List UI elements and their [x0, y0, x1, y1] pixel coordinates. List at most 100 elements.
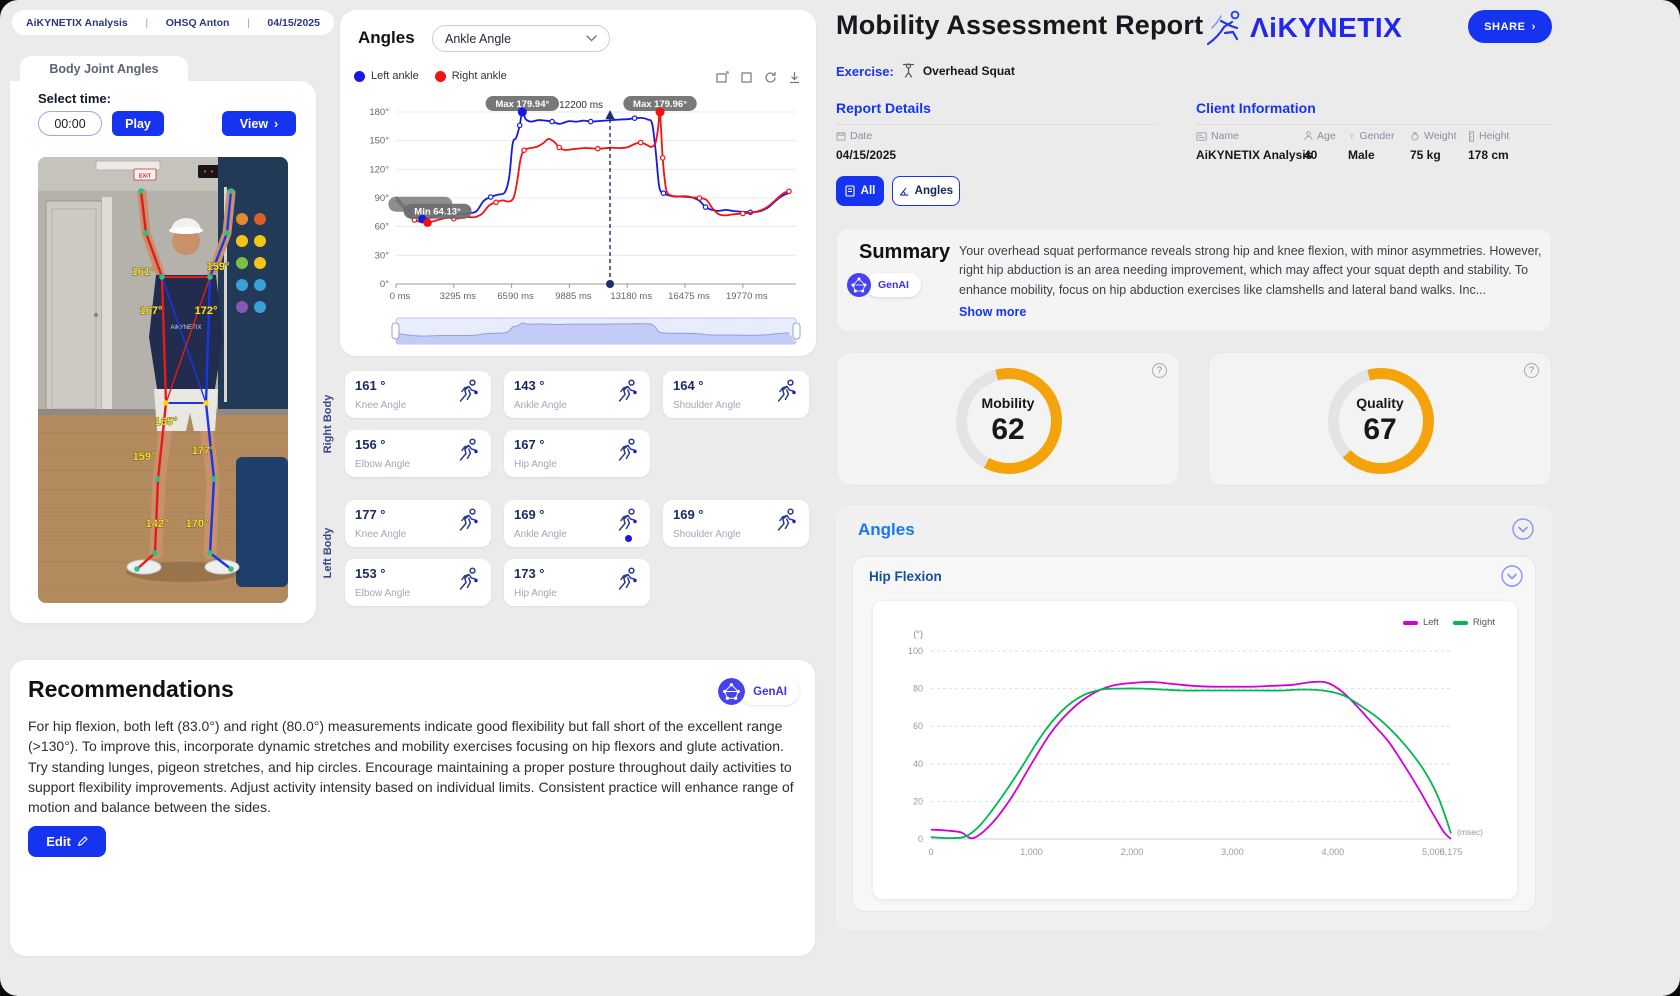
angle-select-dropdown[interactable]: Ankle Angle [432, 25, 610, 52]
shirt-logo-text: AiKYNETIX [170, 325, 201, 331]
time-input[interactable] [38, 111, 102, 136]
zoom-select-icon[interactable] [715, 70, 730, 85]
recommendations-panel: Recommendations GenAI For hip flexion, b… [10, 660, 815, 956]
genai-label: GenAI [739, 678, 799, 705]
svg-text:90°: 90° [375, 193, 390, 204]
date-label-row: Date [836, 130, 872, 142]
report-title: Mobility Assessment Report [836, 10, 1204, 40]
left-ankle-swatch [354, 70, 365, 82]
legend-right-ankle[interactable]: Right ankle [434, 70, 507, 82]
legend-left-ankle[interactable]: Left ankle [354, 70, 419, 82]
filter-angles-button[interactable]: Angles [892, 176, 960, 206]
divider [836, 124, 1158, 125]
svg-text:5,000: 5,000 [1422, 847, 1445, 857]
svg-text:12200 ms: 12200 ms [559, 100, 603, 111]
calendar-icon [836, 132, 846, 141]
runner-icon [615, 566, 641, 592]
angle-card-right-hip[interactable]: 167 ° Hip Angle [504, 430, 650, 477]
svg-text:4,000: 4,000 [1322, 847, 1345, 857]
angle-label: Hip Angle [514, 588, 557, 599]
restore-icon[interactable] [763, 70, 778, 85]
svg-text:5,175: 5,175 [1440, 847, 1463, 857]
svg-text:(msec): (msec) [1457, 827, 1483, 837]
angle-card-left-shoulder[interactable]: 169 ° Shoulder Angle [663, 500, 809, 547]
weight-label-row: Weight [1410, 130, 1457, 142]
select-time-label: Select time: [38, 91, 111, 106]
runner-icon [615, 507, 641, 533]
angle-value: 173 ° [514, 566, 545, 581]
angle-card-right-knee[interactable]: 161 ° Knee Angle [345, 371, 491, 418]
legend-label: Right [1472, 617, 1495, 628]
tab-body-joint-angles[interactable]: Body Joint Angles [20, 56, 188, 82]
brand-logo: ΛiKYNETIX [1202, 8, 1402, 48]
angle-card-left-knee[interactable]: 177 ° Knee Angle [345, 500, 491, 547]
document-icon [845, 185, 855, 197]
angle-card-left-elbow[interactable]: 153 ° Elbow Angle [345, 559, 491, 606]
hip-flexion-heading: Hip Flexion [869, 569, 942, 584]
svg-text:6590 ms: 6590 ms [497, 291, 534, 302]
svg-text:13180 ms: 13180 ms [610, 291, 652, 302]
svg-text:1,000: 1,000 [1020, 847, 1043, 857]
exercise-row: Exercise: Overhead Squat [836, 63, 1015, 79]
age-label-row: Age [1304, 130, 1336, 142]
collapse-chevron-icon[interactable] [1501, 565, 1523, 587]
report-details-heading: Report Details [836, 100, 931, 116]
height-value: 178 cm [1468, 148, 1509, 162]
angle-label: 172° [195, 305, 218, 317]
angle-card-right-elbow[interactable]: 156 ° Elbow Angle [345, 430, 491, 477]
legend-right[interactable]: Right [1452, 617, 1495, 628]
angle-value: 153 ° [355, 566, 386, 581]
runner-icon [456, 566, 482, 592]
chevron-right-icon: › [1531, 20, 1536, 33]
svg-text:2,000: 2,000 [1121, 847, 1144, 857]
ruler-icon [1469, 130, 1474, 142]
angles-panel-title: Angles [358, 28, 415, 47]
collapse-chevron-icon[interactable] [1512, 518, 1534, 540]
show-more-link[interactable]: Show more [959, 305, 1027, 319]
svg-text:30°: 30° [375, 250, 390, 261]
hip-flexion-chart[interactable]: 0 20 40 60 80 100 (°) 0 1,000 2,000 3,000 4,000 5,00… [875, 605, 1515, 895]
genai-icon [847, 273, 871, 297]
zoom-reset-icon[interactable] [739, 70, 754, 85]
gauge-value: 62 [991, 413, 1025, 446]
svg-text:0: 0 [928, 847, 933, 857]
share-button[interactable]: SHARE › [1468, 10, 1552, 43]
angle-label: Shoulder Angle [673, 529, 741, 540]
svg-text:120°: 120° [369, 164, 389, 175]
angle-card-left-hip[interactable]: 173 ° Hip Angle [504, 559, 650, 606]
date-value: 04/15/2025 [836, 148, 897, 162]
runner-icon [615, 437, 641, 463]
genai-badge: GenAI [718, 678, 799, 705]
legend-left[interactable]: Left [1402, 617, 1439, 628]
filter-all-button[interactable]: All [836, 176, 884, 206]
ankle-angle-chart[interactable]: 0° 30° 60° 90° 120° 150° 180° 0 ms 3295 ms 6590 m… [346, 92, 808, 352]
gauge-value: 67 [1363, 413, 1397, 446]
angle-value: 169 ° [514, 507, 545, 522]
right-ankle-swatch [434, 70, 446, 82]
angle-label: Elbow Angle [355, 588, 411, 599]
svg-text:Max 179.94°: Max 179.94° [495, 99, 549, 110]
svg-text:0 ms: 0 ms [390, 291, 411, 302]
gender-value: Male [1348, 148, 1375, 162]
edit-button[interactable]: Edit [28, 826, 106, 857]
help-icon[interactable]: ? [1524, 363, 1539, 378]
play-button[interactable]: Play [112, 111, 164, 136]
angle-label: Hip Angle [514, 459, 557, 470]
weight-label: Weight [1424, 130, 1457, 142]
angle-card-left-ankle[interactable]: 169 ° Ankle Angle [504, 500, 650, 547]
weight-value: 75 kg [1410, 148, 1441, 162]
angle-label: Ankle Angle [514, 400, 567, 411]
help-icon[interactable]: ? [1152, 363, 1167, 378]
download-icon[interactable] [787, 70, 802, 85]
exercise-video[interactable]: EXIT [38, 157, 288, 603]
svg-text:Min 64.13°: Min 64.13° [414, 207, 461, 218]
svg-text:20: 20 [913, 796, 923, 806]
share-label: SHARE [1484, 20, 1526, 33]
gender-icon: ♀ [1348, 130, 1356, 142]
angle-label: 177° [192, 445, 215, 457]
angle-card-right-shoulder[interactable]: 164 ° Shoulder Angle [663, 371, 809, 418]
view-button[interactable]: View › [222, 111, 296, 136]
squat-exercise-icon [902, 63, 914, 78]
tab-label: Body Joint Angles [49, 62, 159, 76]
angle-card-right-ankle[interactable]: 143 ° Ankle Angle [504, 371, 650, 418]
